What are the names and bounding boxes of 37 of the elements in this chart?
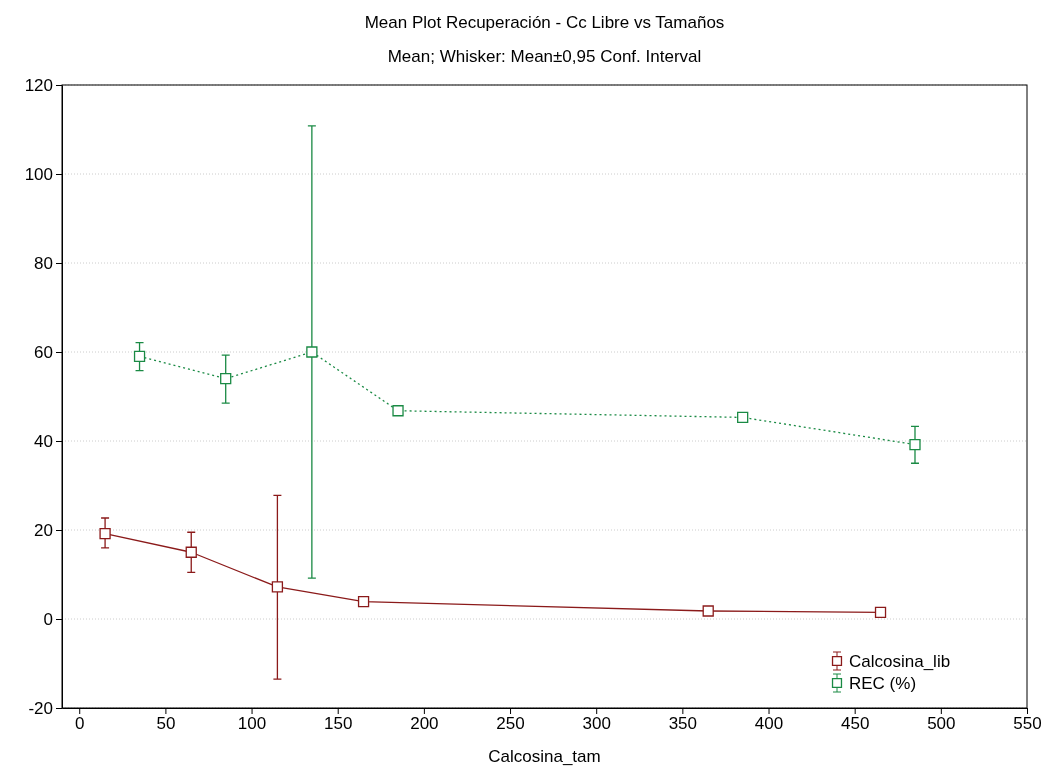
point <box>357 596 370 608</box>
x-tick-label: 400 <box>754 714 784 734</box>
x-tick-label: 350 <box>668 714 698 734</box>
x-tick-label: 150 <box>324 714 353 734</box>
x-tick-label: 0 <box>75 714 85 734</box>
x-tick-label: 550 <box>1013 714 1042 734</box>
point <box>271 581 284 593</box>
point <box>874 606 887 618</box>
point <box>306 346 318 358</box>
y-tick-label: 100 <box>24 164 53 184</box>
y-tick-label: -20 <box>28 698 53 718</box>
point <box>220 373 232 385</box>
x-tick-label: 100 <box>237 714 267 734</box>
point <box>185 546 197 558</box>
point <box>99 527 111 540</box>
legend-label: Calcosina_lib <box>849 652 951 671</box>
y-tick-label: 40 <box>34 431 53 451</box>
y-tick-label: 80 <box>34 253 53 273</box>
x-tick-label: 300 <box>582 714 611 734</box>
point <box>702 605 714 617</box>
legend-label: REC (%) <box>849 674 917 693</box>
y-tick-label: 0 <box>43 609 53 629</box>
x-tick-label: 200 <box>410 714 439 734</box>
x-tick-label: 50 <box>156 714 176 734</box>
x-axis-title: Calcosina_tam <box>488 747 601 766</box>
point <box>737 411 749 424</box>
point <box>392 405 404 417</box>
point <box>133 350 146 363</box>
y-tick-label: 20 <box>34 520 53 540</box>
x-tick-label: 450 <box>840 714 870 734</box>
chart-title: Mean Plot Recuperación - Cc Libre vs Tamaños <box>364 13 725 32</box>
x-tick-label: 500 <box>927 714 956 734</box>
y-tick-label: 120 <box>24 75 53 95</box>
y-tick-label: 60 <box>34 342 53 362</box>
x-tick-label: 250 <box>496 714 525 734</box>
chart-subtitle: Mean; Whisker: Mean±0,95 Conf. Interval <box>387 47 702 66</box>
point <box>909 438 921 451</box>
